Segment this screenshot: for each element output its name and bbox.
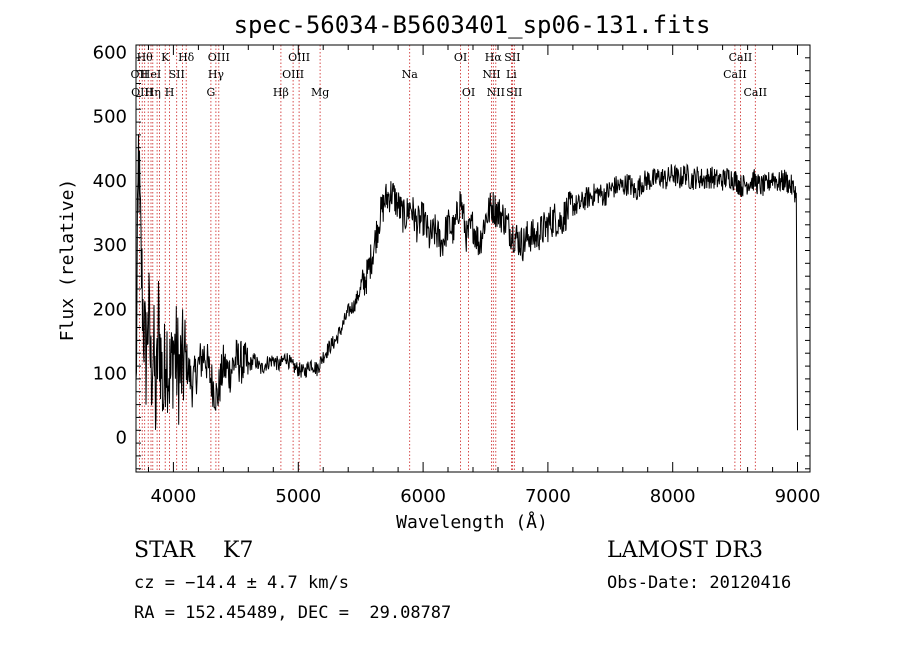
y-tick-label: 100 (93, 364, 127, 385)
y-axis-label: Flux (relative) (57, 179, 78, 342)
emission-line-label-9: H (165, 86, 175, 99)
x-tick-label: 9000 (775, 486, 821, 507)
chart-title: spec-56034-B5603401_sp06-131.fits (234, 11, 711, 39)
spectrum-chart: spec-56034-B5603401_sp06-131.fits OIIOII… (57, 11, 821, 533)
emission-line-label-31: CaII (743, 86, 767, 99)
emission-line-label-4: HeI (141, 68, 161, 81)
emission-line-label-28: SII (506, 86, 522, 99)
emission-line-label-20: Na (402, 68, 419, 81)
y-tick-label: 300 (93, 235, 127, 256)
emission-line-label-25: NII (487, 86, 505, 99)
y-tick-label: 0 (116, 428, 127, 449)
emission-line-label-22: OI (462, 86, 475, 99)
emission-line-label-19: Mg (311, 86, 329, 99)
emission-line-label-10: SII (169, 68, 185, 81)
x-axis-label: Wavelength (Å) (396, 511, 548, 533)
emission-line-label-15: OIII (208, 51, 230, 64)
obs-date-label: Obs-Date: 20120416 (607, 573, 792, 593)
y-tick-label: 600 (93, 42, 127, 63)
emission-line-label-17: OIII (282, 68, 304, 81)
emission-line-label-16: Hβ (273, 86, 289, 99)
redshift-label: cz = −14.4 ± 4.7 km/s (134, 573, 349, 593)
y-tick-label: 200 (93, 299, 127, 320)
x-tick-label: 7000 (525, 486, 571, 507)
emission-line-label-13: G (207, 86, 216, 99)
emission-line-label-27: SII (504, 51, 520, 64)
emission-line-label-21: OI (454, 51, 467, 64)
emission-line-label-29: CaII (723, 68, 747, 81)
spectrum-series-line (135, 134, 798, 431)
emission-line-labels: OII OIII Hθ HeI Hη K H SII Hδ G Hγ OIII Hβ OIII OIII Mg… (131, 51, 768, 99)
x-tick-label: 4000 (150, 486, 196, 507)
y-tick-label: 500 (93, 107, 127, 128)
emission-line-label-2: Hθ (137, 51, 154, 64)
emission-line-label-24: Hα (485, 51, 503, 64)
x-tick-label: 8000 (650, 486, 696, 507)
emission-line-label-8: K (161, 51, 170, 64)
classification-label: STAR K7 (134, 538, 254, 563)
emission-line-label-14: Hγ (208, 68, 225, 81)
y-tick-label: 400 (93, 171, 127, 192)
emission-line-markers (138, 45, 756, 472)
emission-line-label-26: Li (506, 68, 517, 81)
x-tick-label: 5000 (275, 486, 321, 507)
emission-line-label-23: NII (482, 68, 500, 81)
x-tick-label: 6000 (400, 486, 446, 507)
x-axis-ticks: 4000 5000 6000 7000 8000 9000 (148, 45, 821, 507)
emission-line-label-1: OIII (131, 86, 153, 99)
emission-line-label-18: OIII (288, 51, 310, 64)
survey-label: LAMOST DR3 (607, 538, 763, 563)
emission-line-label-0: OII (131, 68, 149, 81)
emission-line-label-5: Hη (145, 86, 161, 99)
plot-frame (135, 44, 811, 473)
emission-line-label-30: CaII (729, 51, 753, 64)
emission-line-label-12: Hδ (178, 51, 195, 64)
y-axis-ticks: 0 100 200 300 400 500 600 (93, 42, 810, 470)
coordinates-label: RA = 152.45489, DEC = 29.08787 (134, 603, 452, 623)
